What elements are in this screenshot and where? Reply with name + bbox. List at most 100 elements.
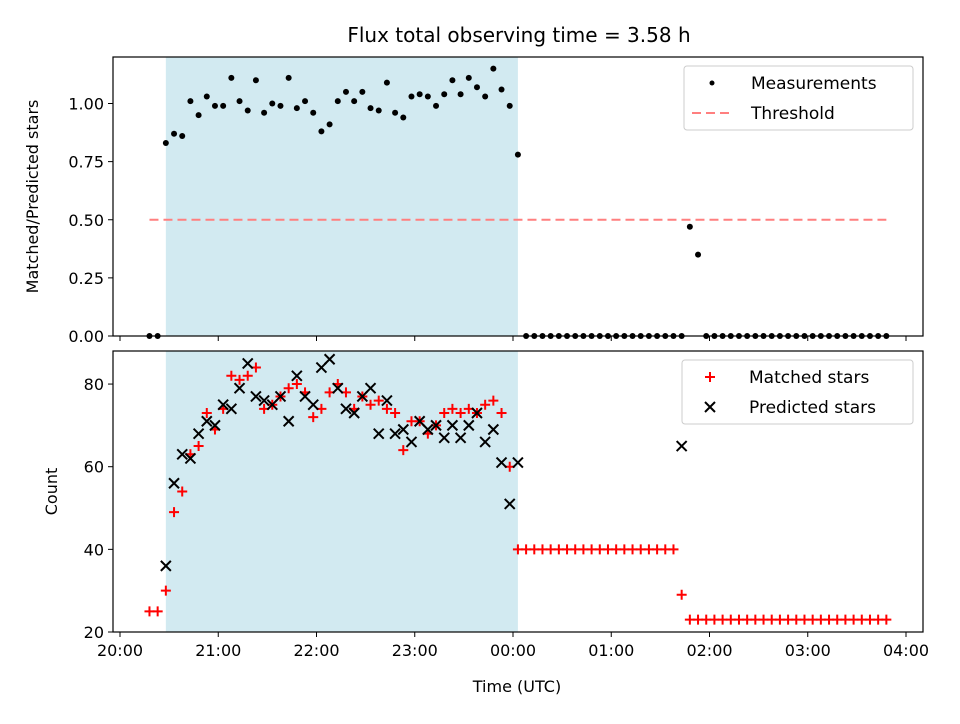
bottom-predicted-stars-point (201, 415, 213, 427)
bottom-predicted-stars-point (282, 415, 295, 427)
bottom-predicted-stars-point (233, 382, 246, 394)
bottom-y-tick-label: 80 (84, 375, 104, 394)
bottom-predicted-stars-point (454, 432, 467, 444)
bottom-legend-matched-stars-marker (705, 372, 715, 382)
bottom-predicted-stars-point (168, 477, 180, 489)
top-measurements-point (195, 112, 202, 119)
bottom-predicted-stars-point (471, 407, 483, 419)
bottom-y-axis-label: Count (42, 468, 61, 516)
bottom-matched-stars-point (381, 403, 392, 414)
bottom-predicted-stars-point (446, 419, 459, 432)
bottom-matched-stars-point (201, 407, 212, 418)
bottom-shaded-span (165, 351, 518, 632)
top-measurements-point (171, 130, 178, 137)
bottom-predicted-stars-point (373, 427, 385, 440)
top-measurements-point (351, 98, 358, 105)
bottom-predicted-stars-point (160, 560, 172, 572)
top-measurements-point (269, 100, 276, 107)
bottom-predicted-stars-point (291, 370, 303, 382)
top-measurements-point (482, 93, 489, 100)
top-axes-frame (112, 56, 924, 337)
bottom-predicted-stars-point (405, 436, 418, 448)
x-tick-label: 01:00 (588, 641, 634, 660)
bottom-matched-stars-point (193, 441, 204, 452)
top-legend (683, 65, 914, 131)
top-measurements-point (277, 102, 284, 109)
top-measurements-point (293, 105, 300, 112)
top-measurements-point (441, 91, 448, 98)
top-y-tick-label: 1.00 (68, 95, 104, 114)
top-measurements-point (342, 88, 349, 95)
top-measurements-point (506, 102, 513, 109)
top-measurements-point (162, 140, 169, 147)
bottom-matched-stars-point (496, 407, 507, 418)
bottom-matched-stars-point (365, 399, 376, 410)
bottom-matched-stars-point (283, 383, 294, 394)
top-measurements-point (244, 107, 251, 114)
bottom-matched-stars-point (488, 395, 499, 406)
top-measurements-point (367, 105, 374, 112)
bottom-predicted-stars-point (217, 399, 229, 411)
bottom-legend (681, 359, 914, 425)
x-tick-label: 04:00 (883, 641, 929, 660)
bottom-matched-stars-point (668, 544, 679, 555)
top-panel: 0.00 0.25 0.50 0.75 1.00 Matched/Predicted st… (23, 56, 924, 346)
bottom-predicted-stars-point (389, 427, 401, 440)
top-measurements-point (302, 98, 309, 105)
bottom-predicted-stars-point (504, 498, 516, 510)
bottom-predicted-stars-point (250, 390, 262, 403)
bottom-matched-stars-point (291, 379, 302, 390)
top-measurements-point (211, 102, 218, 109)
bottom-predicted-stars-point (397, 423, 409, 436)
top-y-tick-label: 0.50 (68, 211, 104, 230)
bottom-y-tick-label: 60 (84, 458, 104, 477)
top-measurements-point (326, 121, 333, 128)
bottom-predicted-stars-point (184, 452, 197, 465)
bottom-matched-stars-point (390, 407, 401, 418)
top-measurements-point (203, 93, 210, 100)
bottom-predicted-stars-point (495, 456, 508, 469)
bottom-predicted-stars-point (225, 403, 238, 415)
bottom-matched-stars-point (177, 486, 188, 497)
bottom-predicted-stars-point (340, 403, 352, 415)
bottom-panel: 20:00 21:00 22:00 23:00 00:00 01:00 02:00 03:00… (42, 350, 929, 660)
top-measurements-point (686, 223, 693, 230)
bottom-predicted-stars-point (422, 423, 434, 436)
bottom-legend-matched-stars-label: Matched stars (749, 368, 869, 388)
top-y-axis-label: Matched/Predicted stars (23, 100, 42, 294)
top-measurements-point (473, 84, 480, 91)
top-measurements-point (228, 74, 235, 81)
top-measurements-point (334, 98, 341, 105)
x-tick-label: 22:00 (293, 641, 339, 660)
top-measurements-point (408, 93, 415, 100)
bottom-predicted-stars-point (364, 382, 377, 394)
top-legend-measurements-marker (709, 80, 715, 86)
bottom-matched-stars-point (455, 407, 466, 418)
bottom-matched-stars-point (881, 614, 892, 625)
bottom-predicted-stars-point (463, 419, 475, 432)
top-measurements-point (285, 74, 292, 81)
bottom-predicted-stars-point (323, 353, 336, 365)
bottom-predicted-stars-point (438, 432, 450, 444)
top-measurements-point (375, 107, 382, 114)
bottom-predicted-stars-point (675, 440, 688, 452)
top-measurements-point (449, 77, 456, 84)
bottom-matched-stars-point (480, 399, 491, 410)
bottom-predicted-stars-point (479, 436, 491, 448)
bottom-predicted-stars-point (209, 419, 221, 432)
top-measurements-point (252, 77, 259, 84)
top-measurements-point (318, 128, 325, 135)
bottom-y-tick-label: 20 (84, 623, 104, 642)
top-shaded-span (165, 57, 518, 336)
bottom-predicted-stars-point (274, 390, 287, 403)
top-measurements-point (433, 102, 440, 109)
bottom-legend-predicted-stars-label: Predicted stars (749, 398, 876, 418)
chart-title: Flux total observing time = 3.58 h (347, 23, 690, 47)
top-measurements-point (498, 86, 505, 93)
x-tick-label: 03:00 (785, 641, 831, 660)
top-measurements-point (424, 93, 431, 100)
bottom-matched-stars-point (160, 585, 171, 596)
bottom-matched-stars-point (398, 445, 409, 456)
top-measurements-point (400, 114, 407, 121)
